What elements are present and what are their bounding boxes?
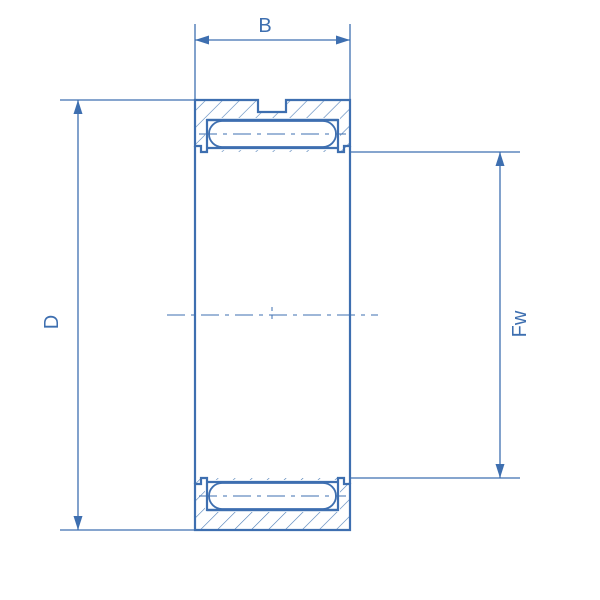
dim-label-B: B (258, 15, 271, 37)
dim-label-D: D (41, 315, 63, 329)
dim-label-Fw: Fw (509, 310, 531, 337)
bearing-cross-section-diagram: B D Fw (0, 0, 600, 600)
